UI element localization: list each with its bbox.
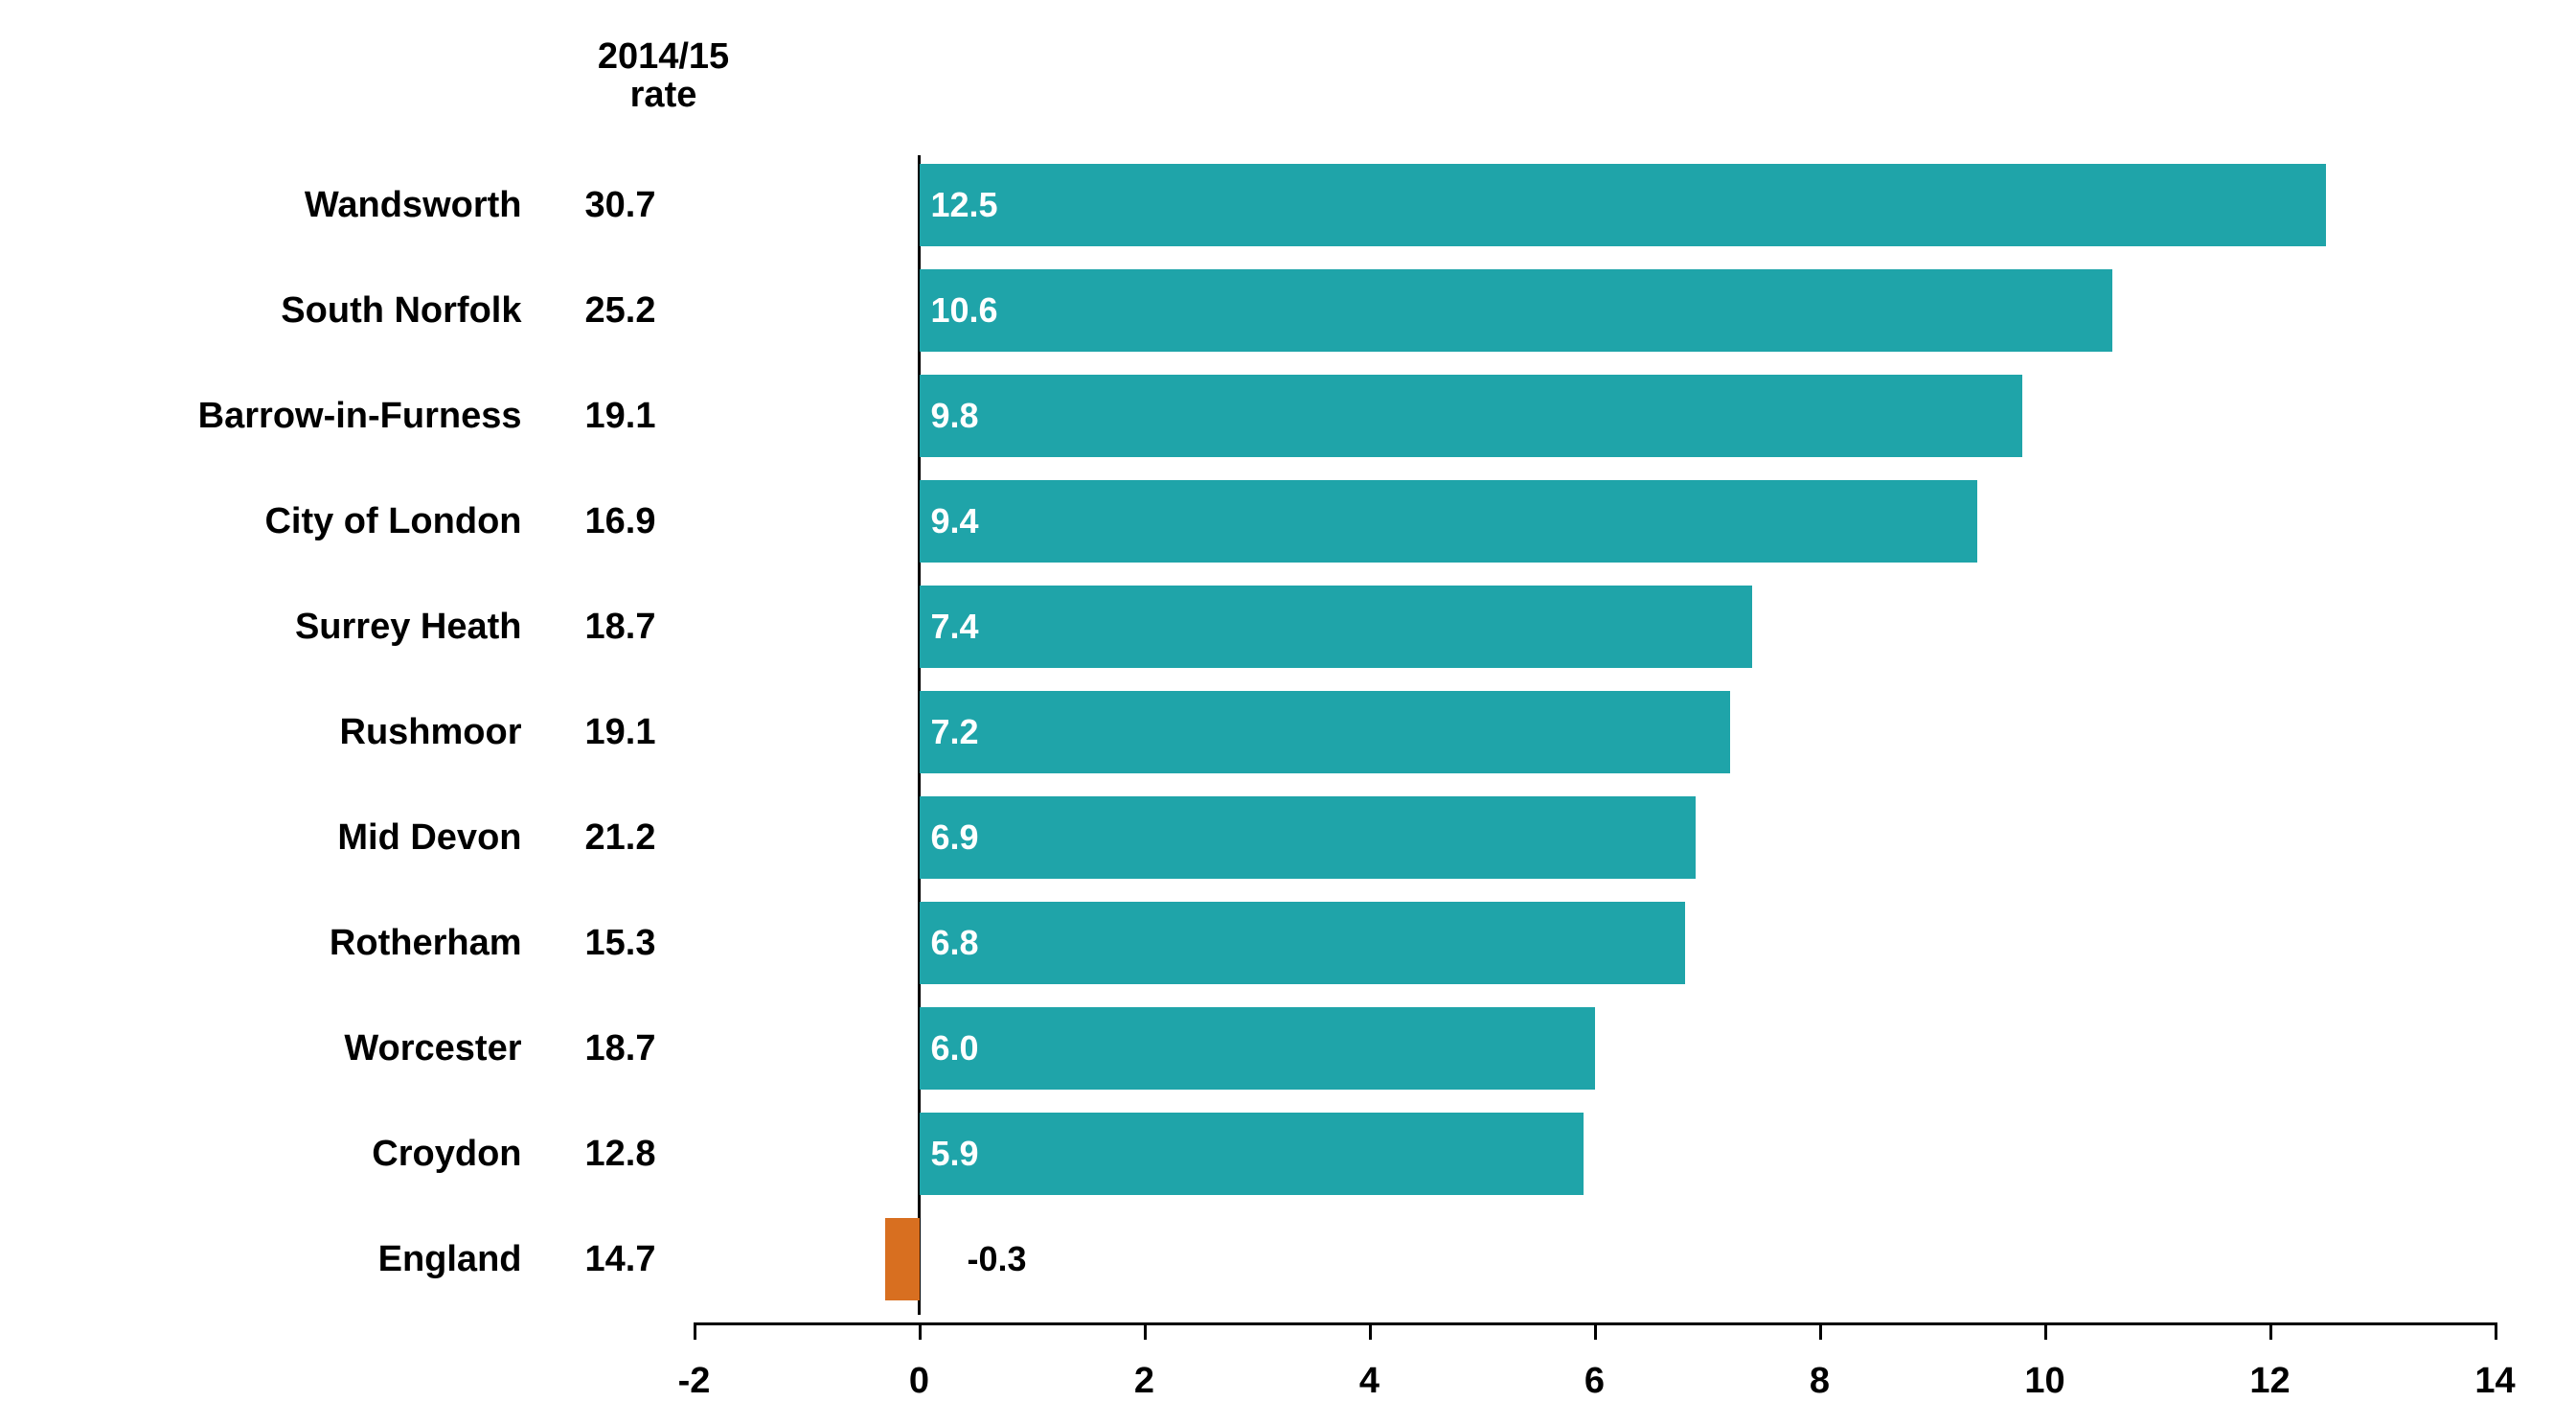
bar: 9.8: [920, 375, 2023, 456]
x-tick-mark: [2269, 1322, 2272, 1340]
bar-value: 7.2: [931, 712, 979, 752]
rate-value: 14.7: [522, 1209, 656, 1309]
bar-value: 9.4: [931, 501, 979, 541]
x-tick-label: 4: [1359, 1361, 1379, 1402]
category-label: City of London: [43, 471, 522, 571]
x-tick-label: -2: [678, 1361, 711, 1402]
rate-value: 16.9: [522, 471, 656, 571]
category-label: England: [43, 1209, 522, 1309]
x-tick-mark: [2044, 1322, 2047, 1340]
bar-track: 5.9: [695, 1104, 2496, 1204]
category-label: Croydon: [43, 1104, 522, 1204]
bar-value: 5.9: [931, 1134, 979, 1174]
x-tick-mark: [1144, 1322, 1147, 1340]
x-tick-label: 14: [2474, 1361, 2515, 1402]
rate-value: 18.7: [522, 577, 656, 677]
chart-container: 2014/15 rate 12.5 10.6 9.8 9.4 7.4 7.2 6.9 6.8 6.…: [43, 38, 2534, 1380]
x-tick-mark: [1369, 1322, 1372, 1340]
bar-value: 6.0: [931, 1028, 979, 1069]
bar-value: 6.9: [931, 817, 979, 858]
bar: 9.4: [920, 480, 1978, 562]
x-tick-label: 2: [1134, 1361, 1154, 1402]
bar: 7.4: [920, 586, 1753, 667]
rate-value: 18.7: [522, 999, 656, 1098]
rate-value: 15.3: [522, 893, 656, 993]
rate-value: 25.2: [522, 261, 656, 360]
x-tick-label: 10: [2024, 1361, 2064, 1402]
column-header-rate: 2014/15 rate: [568, 38, 760, 115]
bar-track: 9.8: [695, 366, 2496, 466]
bar-track: 6.0: [695, 999, 2496, 1098]
rate-value: 12.8: [522, 1104, 656, 1204]
bar: 12.5: [920, 164, 2327, 245]
category-label: Worcester: [43, 999, 522, 1098]
category-label: Surrey Heath: [43, 577, 522, 677]
bar: 6.0: [920, 1007, 1595, 1089]
x-tick-mark: [1819, 1322, 1822, 1340]
bar-track: 6.8: [695, 893, 2496, 993]
bar-value: 12.5: [931, 185, 998, 225]
bar-value: -0.3: [968, 1239, 1027, 1279]
x-tick-label: 12: [2249, 1361, 2290, 1402]
x-tick-label: 0: [909, 1361, 929, 1402]
category-label: Mid Devon: [43, 788, 522, 887]
x-tick-mark: [2495, 1322, 2497, 1340]
x-tick-label: 8: [1810, 1361, 1830, 1402]
bar: 6.8: [920, 902, 1685, 983]
bar-value: 9.8: [931, 396, 979, 436]
bar-track: 7.4: [695, 577, 2496, 677]
category-label: Rushmoor: [43, 682, 522, 782]
bar-track: 12.5: [695, 155, 2496, 255]
bar: 6.9: [920, 796, 1697, 878]
bar-track: 9.4: [695, 471, 2496, 571]
bar-track: -0.3: [695, 1209, 2496, 1309]
bar-track: 10.6: [695, 261, 2496, 360]
category-label: Barrow-in-Furness: [43, 366, 522, 466]
bar: [885, 1218, 919, 1299]
x-tick-mark: [919, 1322, 922, 1340]
bar: 5.9: [920, 1113, 1584, 1194]
bar-track: 6.9: [695, 788, 2496, 887]
x-tick-mark: [694, 1322, 696, 1340]
x-tick-label: 6: [1584, 1361, 1605, 1402]
bar: 7.2: [920, 691, 1730, 772]
rate-value: 30.7: [522, 155, 656, 255]
rate-value: 21.2: [522, 788, 656, 887]
rate-value: 19.1: [522, 366, 656, 466]
bar: 10.6: [920, 269, 2113, 351]
bar-value: 6.8: [931, 923, 979, 963]
plot-area: 12.5 10.6 9.8 9.4 7.4 7.2 6.9 6.8 6.0 5.9 -0.3: [695, 155, 2496, 1315]
rate-value: 19.1: [522, 682, 656, 782]
bar-track: 7.2: [695, 682, 2496, 782]
bar-value: 10.6: [931, 290, 998, 331]
category-label: Wandsworth: [43, 155, 522, 255]
x-tick-mark: [1594, 1322, 1597, 1340]
category-label: Rotherham: [43, 893, 522, 993]
bar-value: 7.4: [931, 607, 979, 647]
category-label: South Norfolk: [43, 261, 522, 360]
